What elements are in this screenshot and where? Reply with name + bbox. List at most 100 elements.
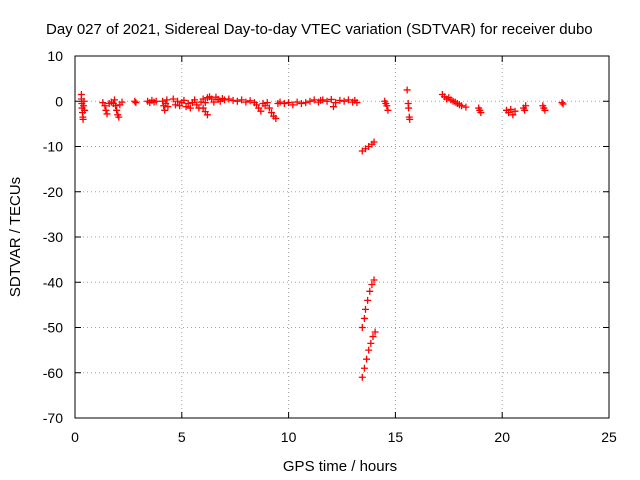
data-point xyxy=(559,100,567,108)
data-point xyxy=(174,97,182,105)
data-point xyxy=(403,86,411,94)
data-point xyxy=(203,111,211,119)
data-point xyxy=(477,109,485,117)
data-point xyxy=(229,96,237,104)
x-tick-label: 5 xyxy=(178,429,186,445)
data-point xyxy=(340,97,348,105)
data-point xyxy=(370,138,378,146)
data-point xyxy=(511,107,519,115)
data-point xyxy=(329,103,337,111)
data-point xyxy=(201,99,209,107)
data-point xyxy=(221,96,229,104)
data-point xyxy=(289,101,297,109)
data-point xyxy=(186,104,194,112)
data-point xyxy=(366,287,374,295)
data-point xyxy=(225,95,233,103)
data-point xyxy=(293,98,301,106)
data-point xyxy=(367,339,375,347)
y-tick-label: -20 xyxy=(43,184,63,200)
data-point xyxy=(558,99,566,107)
ticks: 0 5 10 15 20 25 10 0 -10 -20 -30 -40 -50 -60 -70 xyxy=(43,48,617,445)
data-point xyxy=(132,99,140,107)
y-tick-label: -50 xyxy=(43,320,63,336)
grid xyxy=(75,56,609,418)
data-point xyxy=(383,102,391,110)
data-point xyxy=(131,97,139,105)
data-point xyxy=(272,114,280,122)
data-point xyxy=(111,96,119,104)
data-point xyxy=(406,115,414,123)
data-point xyxy=(358,324,366,331)
data-point xyxy=(169,95,177,103)
chart-title: Day 027 of 2021, Sidereal Day-to-day VTE… xyxy=(46,21,593,38)
data-point xyxy=(238,96,246,104)
data-point xyxy=(353,99,361,107)
data-point xyxy=(115,113,123,121)
data-point xyxy=(276,98,284,106)
y-tick-label: 10 xyxy=(47,48,63,64)
data-point xyxy=(370,276,378,284)
data-point xyxy=(102,106,110,114)
y-tick-label: -70 xyxy=(43,410,63,426)
data-point xyxy=(521,106,529,114)
data-point xyxy=(152,97,160,105)
data-point xyxy=(103,110,111,118)
data-point xyxy=(246,97,254,105)
x-tick-label: 15 xyxy=(388,429,404,445)
data-point xyxy=(199,95,207,103)
x-axis-label: GPS time / hours xyxy=(283,458,397,475)
data-point xyxy=(233,97,241,105)
data-point xyxy=(161,106,169,114)
data-point xyxy=(171,101,179,109)
data-point xyxy=(371,328,379,336)
data-point xyxy=(164,103,172,111)
data-point xyxy=(323,97,331,105)
data-point xyxy=(310,96,318,104)
data-point xyxy=(358,373,366,381)
data-point xyxy=(361,305,369,313)
data-point xyxy=(360,314,368,322)
data-point xyxy=(522,102,530,110)
data-point xyxy=(210,98,218,106)
data-point xyxy=(80,97,88,105)
data-point xyxy=(319,96,327,104)
y-tick-label: -30 xyxy=(43,229,63,245)
data-point xyxy=(285,99,293,107)
data-point xyxy=(242,98,250,106)
data-point xyxy=(118,98,126,106)
data-point xyxy=(297,100,305,108)
data-point xyxy=(384,106,392,114)
x-tick-label: 20 xyxy=(494,429,510,445)
data-point xyxy=(184,100,192,108)
data-point xyxy=(199,104,207,112)
data-point xyxy=(265,104,273,112)
data-point xyxy=(360,364,368,372)
data-point xyxy=(302,99,310,107)
data-point xyxy=(458,102,466,110)
data-point xyxy=(112,102,120,110)
y-tick-label: 0 xyxy=(55,93,63,109)
data-point xyxy=(364,296,372,304)
data-points xyxy=(77,86,567,381)
data-point xyxy=(541,106,549,114)
data-point xyxy=(509,111,517,119)
data-point xyxy=(280,100,288,108)
x-tick-label: 10 xyxy=(281,429,297,445)
data-point xyxy=(113,106,121,114)
data-point xyxy=(368,281,376,289)
data-point xyxy=(79,115,87,123)
data-point xyxy=(462,103,470,111)
data-point xyxy=(405,104,413,112)
data-point xyxy=(306,97,314,105)
y-tick-label: -40 xyxy=(43,274,63,290)
y-tick-label: -60 xyxy=(43,365,63,381)
data-point xyxy=(336,96,344,104)
data-point xyxy=(344,96,352,104)
x-tick-label: 25 xyxy=(601,429,617,445)
data-point xyxy=(332,99,340,107)
data-point xyxy=(257,107,265,115)
data-point xyxy=(101,102,109,110)
data-point xyxy=(180,96,188,104)
data-point xyxy=(365,346,373,354)
